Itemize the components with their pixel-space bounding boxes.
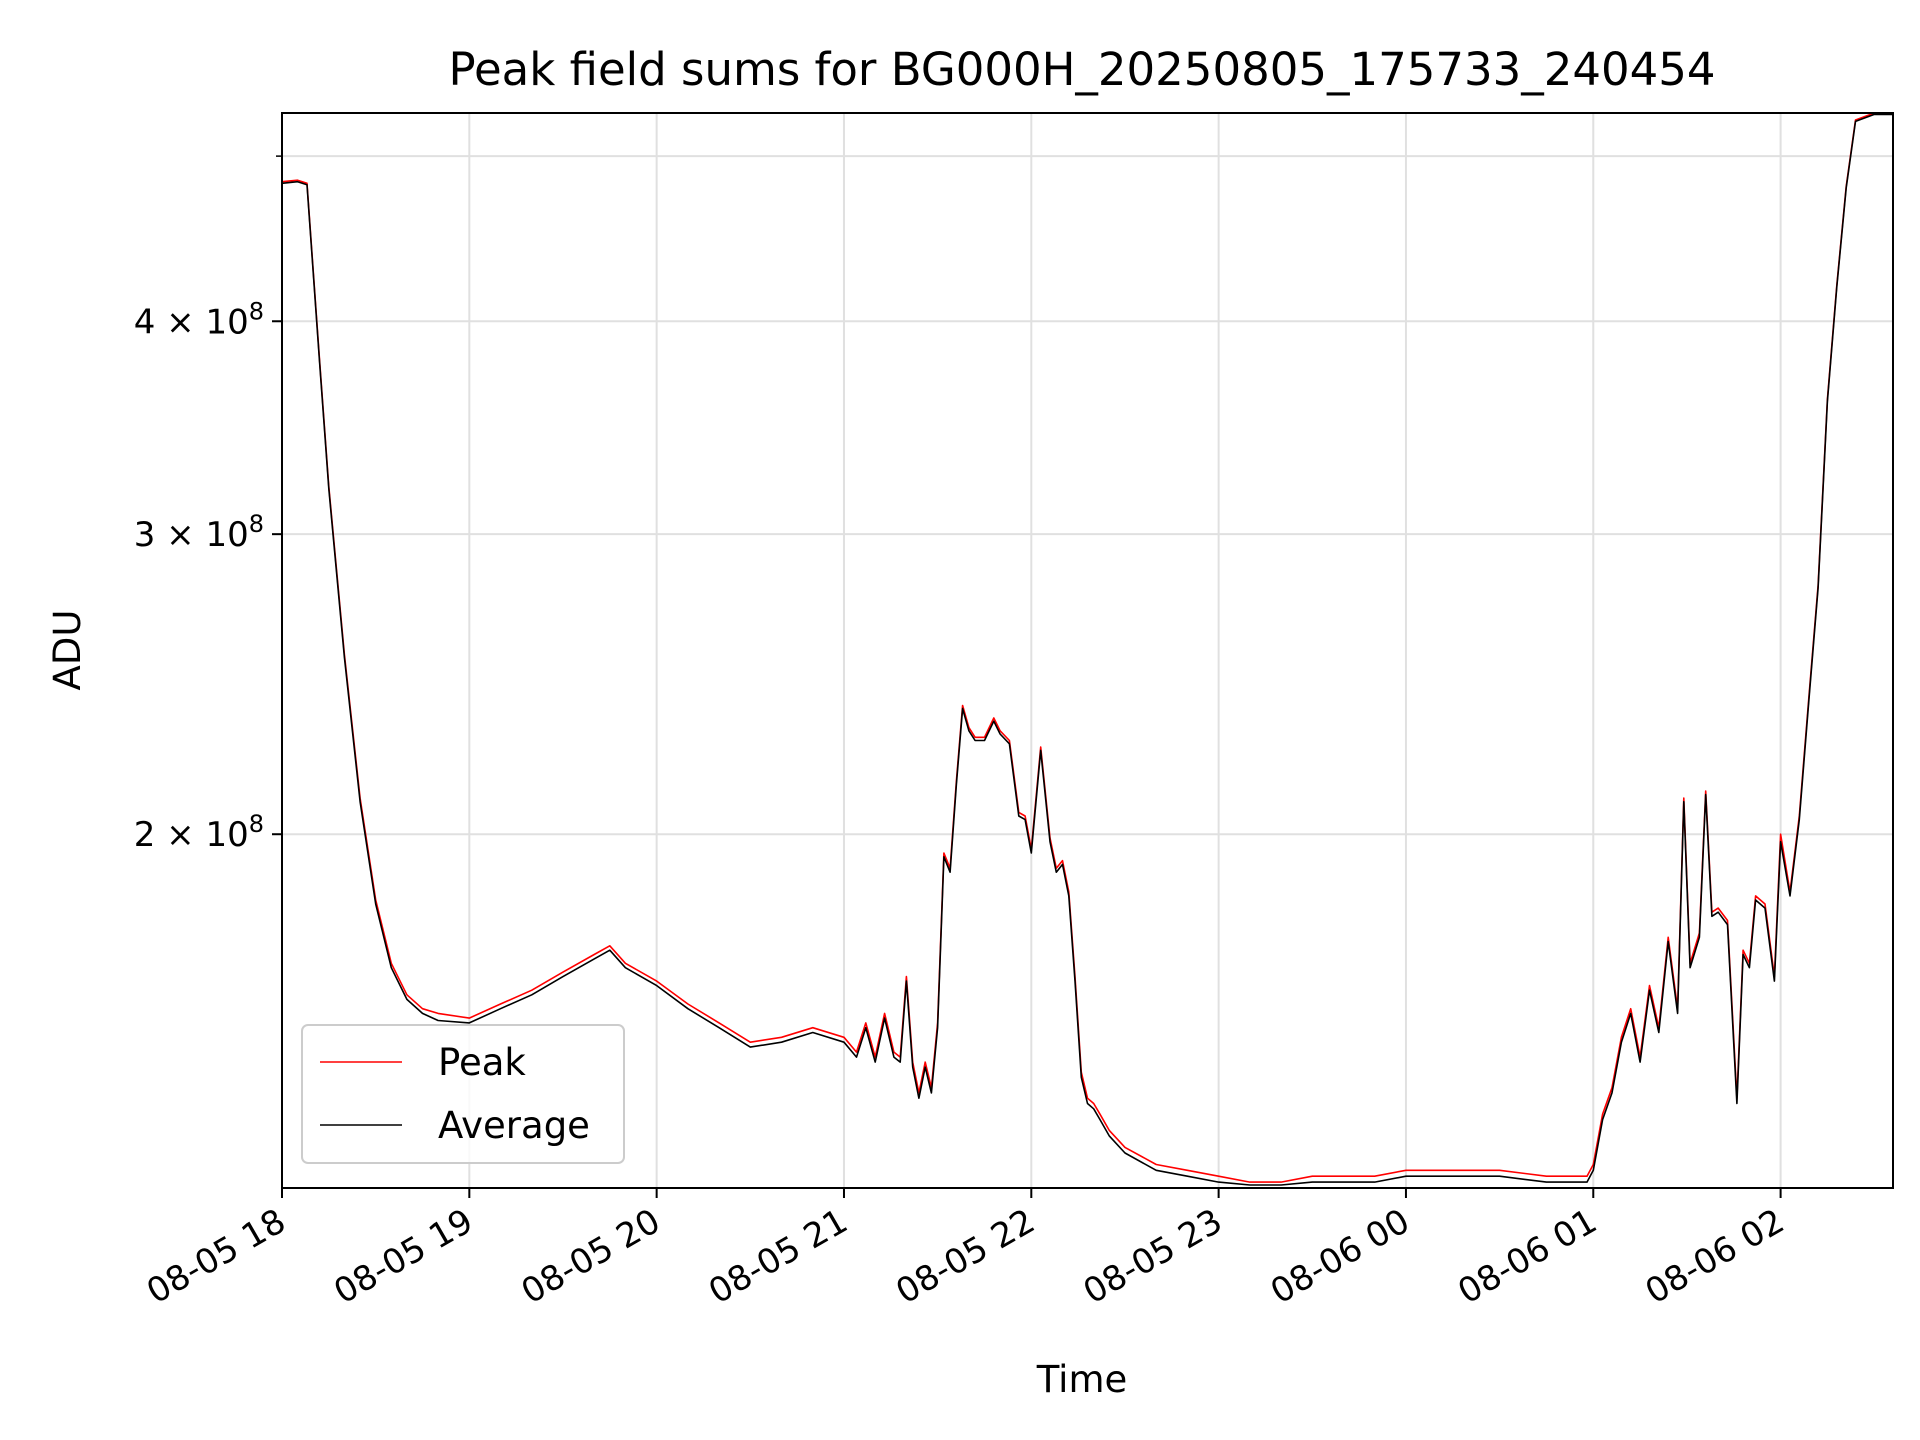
legend-label-peak: Peak bbox=[438, 1041, 526, 1084]
y-axis-label: ADU bbox=[46, 610, 89, 691]
legend-label-average: Average bbox=[438, 1104, 590, 1147]
y-tick-label: 3 × 108 bbox=[134, 510, 264, 555]
plot-frame bbox=[281, 112, 1894, 1189]
grid bbox=[281, 113, 1893, 1188]
chart-title: Peak field sums for BG000H_20250805_1757… bbox=[448, 43, 1715, 96]
legend: Peak Average bbox=[301, 1024, 625, 1164]
legend-box bbox=[301, 1024, 625, 1164]
series-layer bbox=[281, 112, 1893, 1186]
x-axis-label: Time bbox=[1036, 1358, 1128, 1401]
y-axis: 2 × 108 3 × 108 4 × 108 bbox=[134, 155, 282, 855]
y-tick-label: 2 × 108 bbox=[134, 810, 264, 855]
series-line-average bbox=[281, 113, 1893, 1186]
y-tick-label: 4 × 108 bbox=[134, 297, 264, 342]
